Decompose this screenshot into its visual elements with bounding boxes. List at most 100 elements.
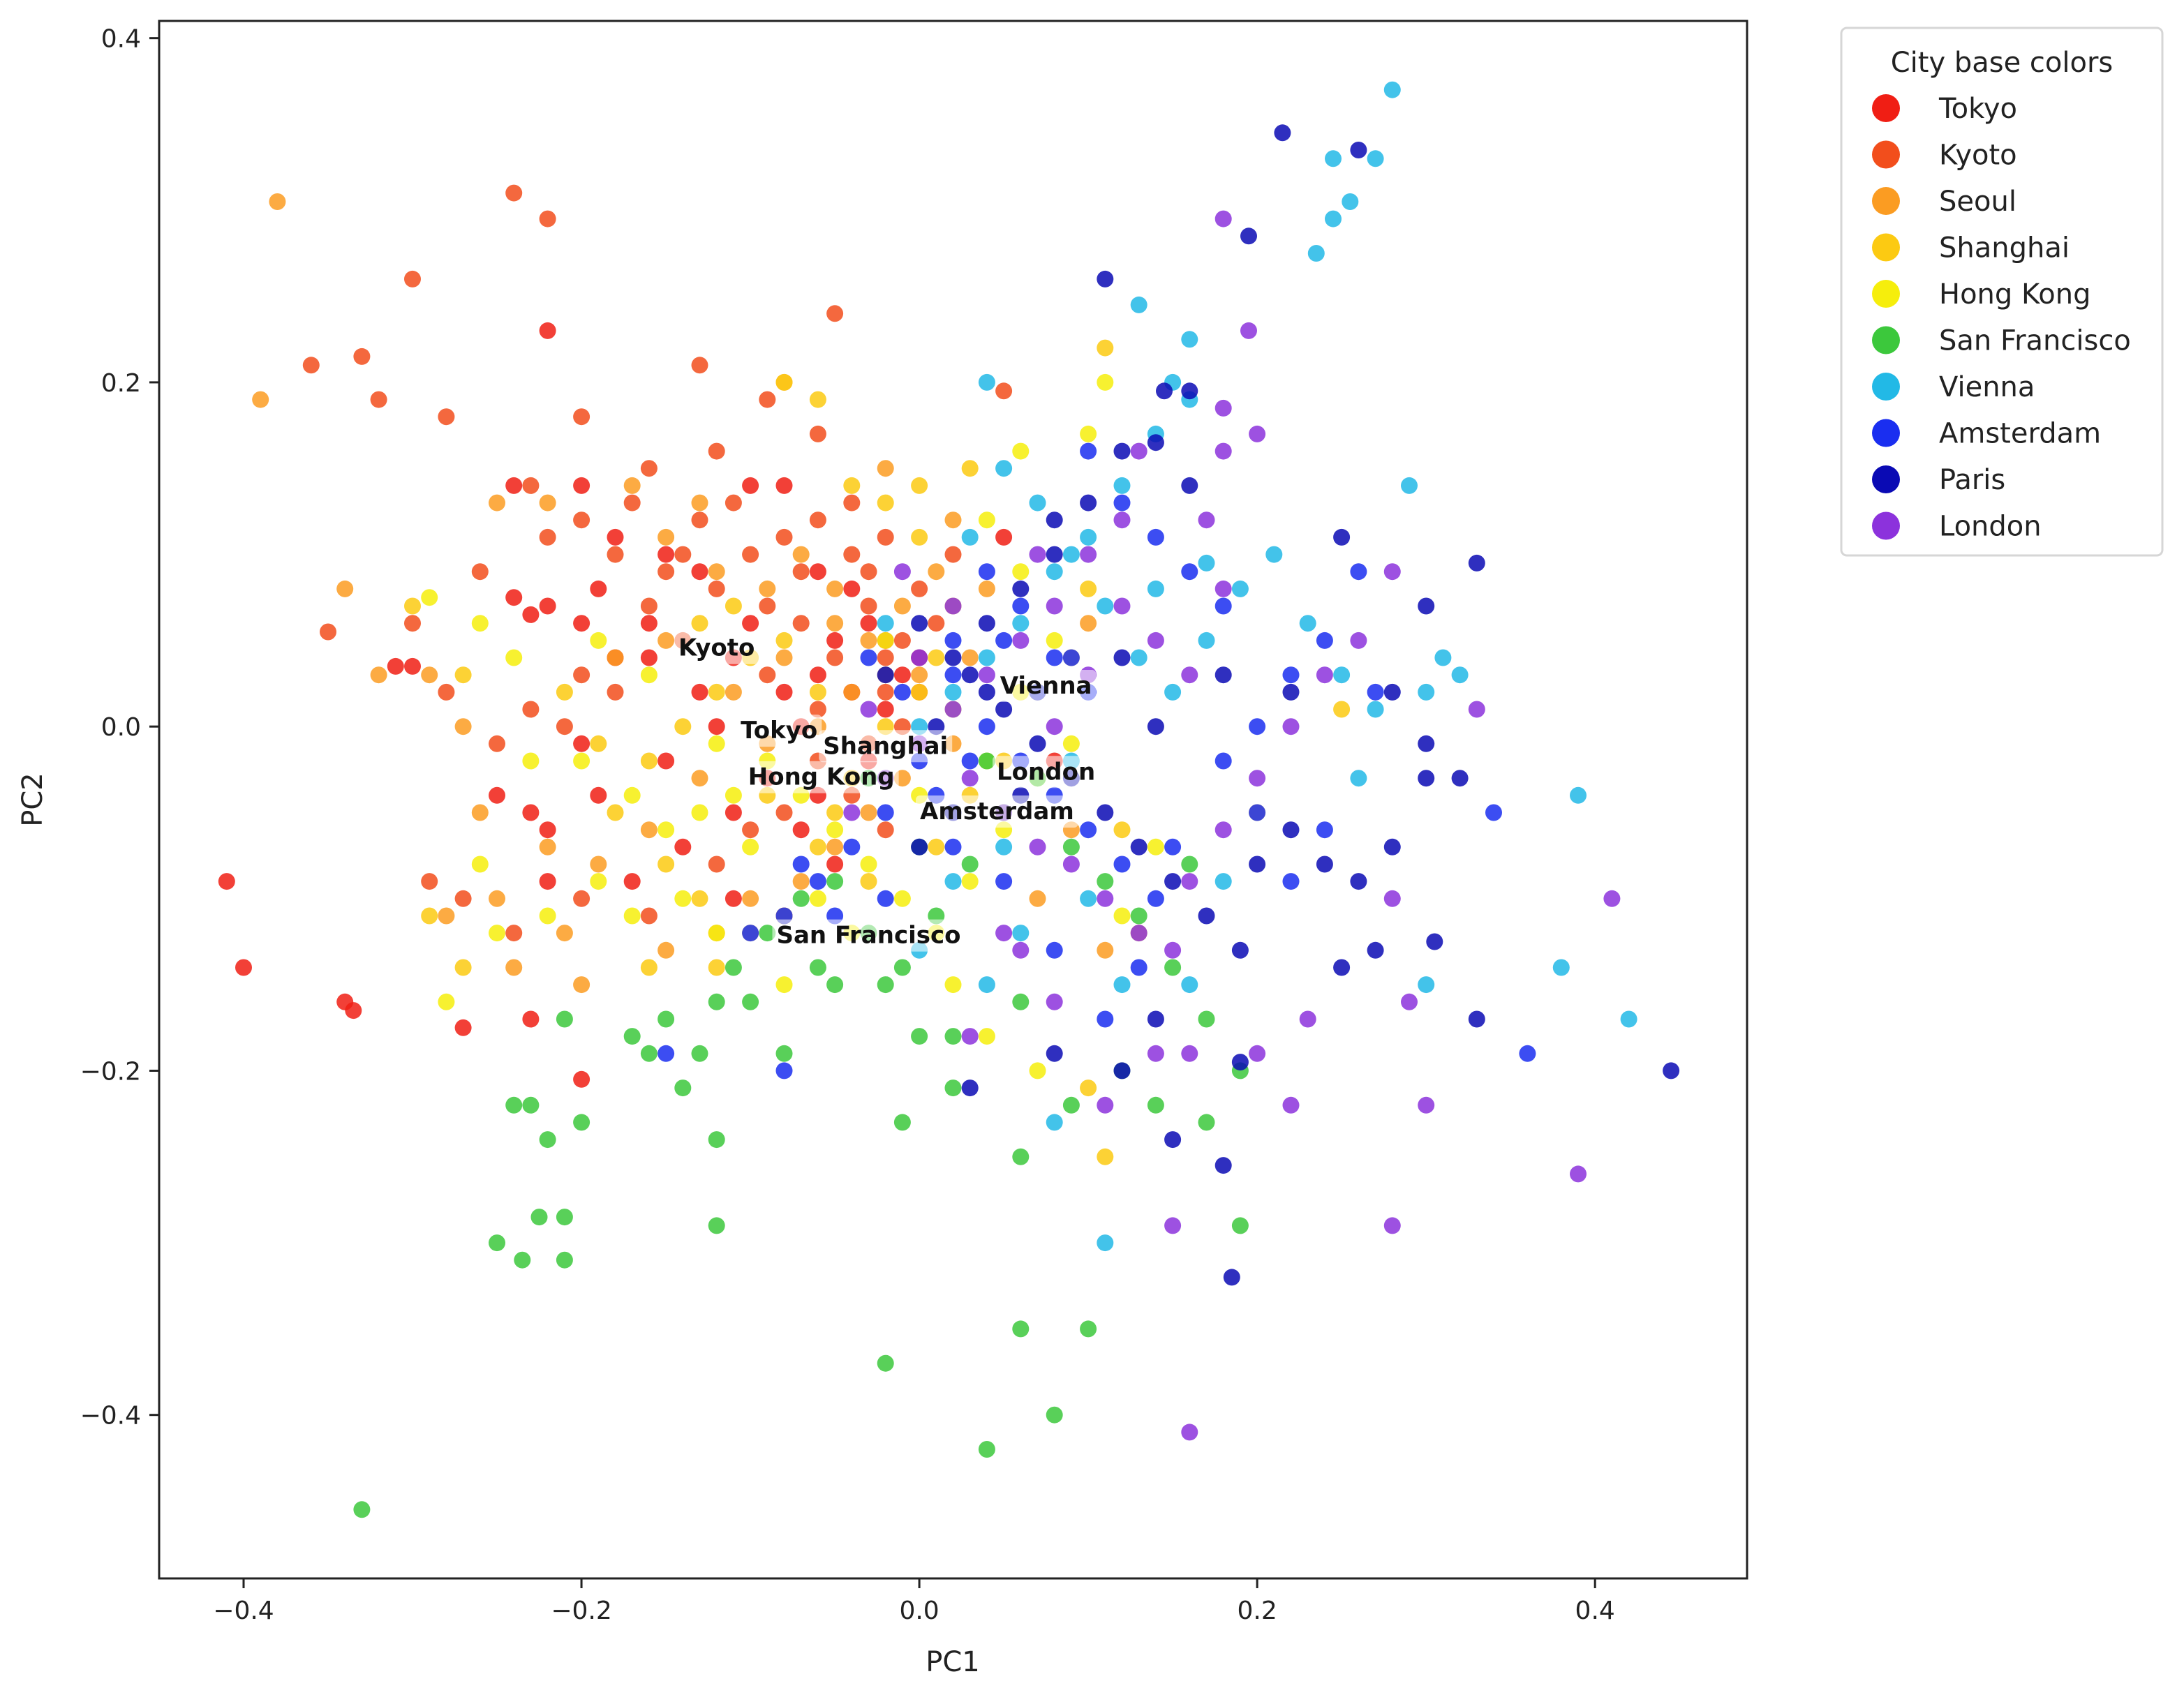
point-san-francisco [505,1096,523,1114]
point-paris [1418,597,1435,615]
point-tokyo [522,606,540,623]
point-seoul [539,494,556,511]
point-seoul [775,649,793,666]
point-london [1214,821,1232,839]
point-kyoto [438,408,455,426]
point-seoul [1097,941,1114,959]
point-tokyo [539,322,556,339]
point-london [1603,890,1621,907]
point-hong-kong [522,752,540,770]
point-kyoto [995,382,1013,400]
point-hong-kong [489,925,505,942]
point-london [1080,546,1097,563]
point-paris [1113,442,1131,460]
point-kyoto [674,546,692,563]
point-san-francisco [809,959,826,976]
point-amsterdam [877,804,894,821]
point-amsterdam [1113,494,1131,511]
point-san-francisco [1012,1320,1030,1338]
point-kyoto [607,546,624,563]
point-paris [1156,382,1173,400]
point-paris [911,615,928,632]
point-vienna [1299,615,1316,632]
point-amsterdam [1316,821,1333,839]
point-london [1249,770,1266,787]
legend-marker-london [1872,511,1900,540]
point-paris [1451,770,1469,787]
point-paris [1418,770,1435,787]
point-kyoto [421,873,438,890]
point-amsterdam [1519,1045,1536,1062]
point-kyoto [877,821,894,839]
point-kyoto [759,597,776,615]
point-shanghai [1080,1079,1097,1097]
point-hong-kong [893,890,911,907]
point-seoul [438,907,455,925]
point-london [1570,1165,1587,1183]
point-seoul [269,193,286,210]
point-san-francisco [1147,1096,1164,1114]
point-vienna [1214,873,1232,890]
point-hong-kong [809,890,826,907]
plot-frame [158,20,1748,1580]
point-san-francisco [1062,1096,1080,1114]
point-tokyo [573,477,590,494]
point-hong-kong [725,786,742,804]
point-hong-kong [1029,1062,1046,1079]
point-kyoto [623,494,641,511]
point-san-francisco [944,1028,962,1045]
point-paris [1282,683,1300,701]
point-kyoto [556,718,573,735]
point-kyoto [843,494,861,511]
point-kyoto [522,701,540,718]
centroid-label-bg [736,715,822,747]
legend-label-vienna: Vienna [1939,371,2035,403]
point-vienna [1231,580,1249,597]
point-paris [1164,873,1182,890]
point-paris [1333,959,1351,976]
point-san-francisco [759,925,776,942]
point-tokyo [843,580,861,597]
point-tokyo [489,786,505,804]
legend-label-shanghai: Shanghai [1939,232,2070,264]
point-london [1181,873,1198,890]
point-kyoto [792,615,810,632]
point-paris [1468,554,1485,571]
point-shanghai [1113,821,1131,839]
x-tick-label: 0.2 [1238,1597,1277,1625]
point-vienna [1401,477,1418,494]
point-amsterdam [1282,873,1300,890]
point-tokyo [539,597,556,615]
point-vienna [877,615,894,632]
point-tokyo [522,804,540,821]
point-amsterdam [1080,442,1097,460]
point-san-francisco [1231,1217,1249,1234]
point-seoul [640,821,658,839]
point-london [961,770,979,787]
point-shanghai [1333,701,1351,718]
y-tick-label: 0.0 [101,713,141,742]
point-seoul [691,494,708,511]
point-london [1130,442,1147,460]
point-kyoto [877,683,894,701]
legend-marker-seoul [1872,187,1900,215]
point-amsterdam [775,1062,793,1079]
point-san-francisco [911,1028,928,1045]
point-tokyo [860,615,877,632]
point-san-francisco [944,1079,962,1097]
point-shanghai [640,959,658,976]
point-paris [1147,1010,1164,1028]
centroid-label-bg [772,919,965,952]
point-vienna [1080,890,1097,907]
point-hong-kong [978,1028,995,1045]
point-paris [1383,838,1401,856]
point-san-francisco [708,1131,725,1149]
point-san-francisco [1164,959,1182,976]
point-tokyo [539,873,556,890]
point-vienna [1350,770,1367,787]
legend-label-amsterdam: Amsterdam [1939,418,2101,450]
point-shanghai [556,683,573,701]
point-vienna [1367,150,1384,167]
point-vienna [1130,296,1147,313]
point-paris [1663,1062,1680,1079]
